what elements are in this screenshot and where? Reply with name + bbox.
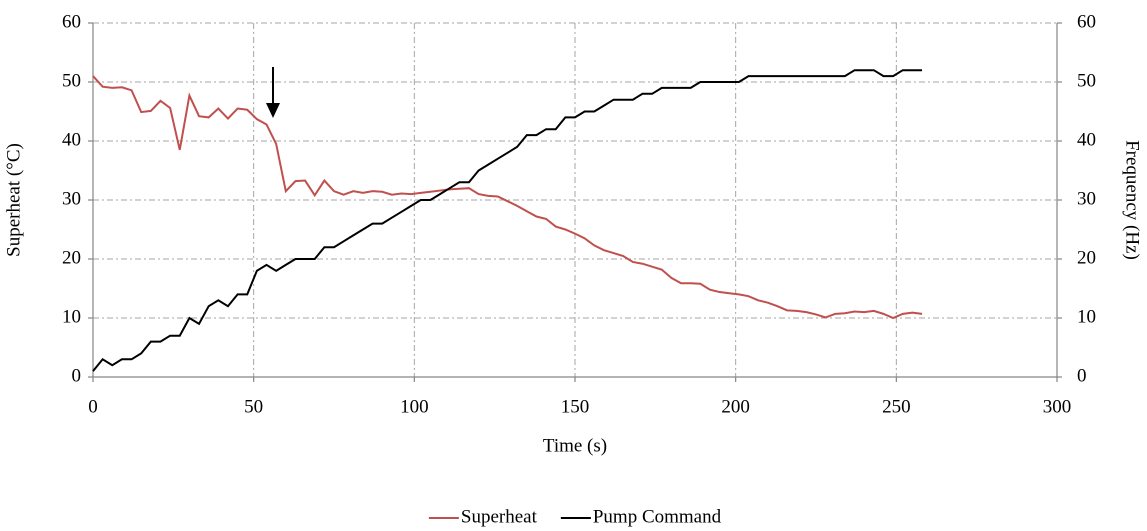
y-tick-label: 50 — [62, 70, 81, 91]
x-tick-label: 300 — [1043, 396, 1072, 417]
y2-tick-label: 60 — [1077, 11, 1096, 32]
x-tick-label: 50 — [244, 396, 263, 417]
y-tick-label: 10 — [62, 306, 81, 327]
y-tick-label: 60 — [62, 11, 81, 32]
x-tick-label: 0 — [88, 396, 98, 417]
x-tick-label: 250 — [882, 396, 911, 417]
y2-tick-label: 10 — [1077, 306, 1096, 327]
series-line — [92, 75, 923, 320]
y-tick-label: 40 — [62, 129, 81, 150]
y2-tick-label: 50 — [1077, 70, 1096, 91]
y-tick-label: 30 — [62, 188, 81, 209]
x-tick-label: 100 — [400, 396, 429, 417]
legend-label: Superheat — [461, 506, 538, 527]
y2-axis-label: Frequency (Hz) — [1122, 140, 1143, 260]
y2-tick-label: 0 — [1077, 365, 1087, 386]
series-line — [92, 69, 923, 372]
x-tick-label: 150 — [561, 396, 590, 417]
x-tick-label: 200 — [721, 396, 750, 417]
y-axis-label: Superheat (°C) — [3, 143, 24, 257]
annotation-arrow — [266, 67, 280, 118]
y2-tick-label: 30 — [1077, 188, 1096, 209]
y2-tick-label: 20 — [1077, 247, 1096, 268]
y-tick-label: 20 — [62, 247, 81, 268]
y2-tick-label: 40 — [1077, 129, 1096, 150]
legend-label: Pump Command — [593, 506, 722, 527]
x-axis-label: Time (s) — [543, 435, 607, 456]
y-tick-label: 0 — [72, 365, 82, 386]
